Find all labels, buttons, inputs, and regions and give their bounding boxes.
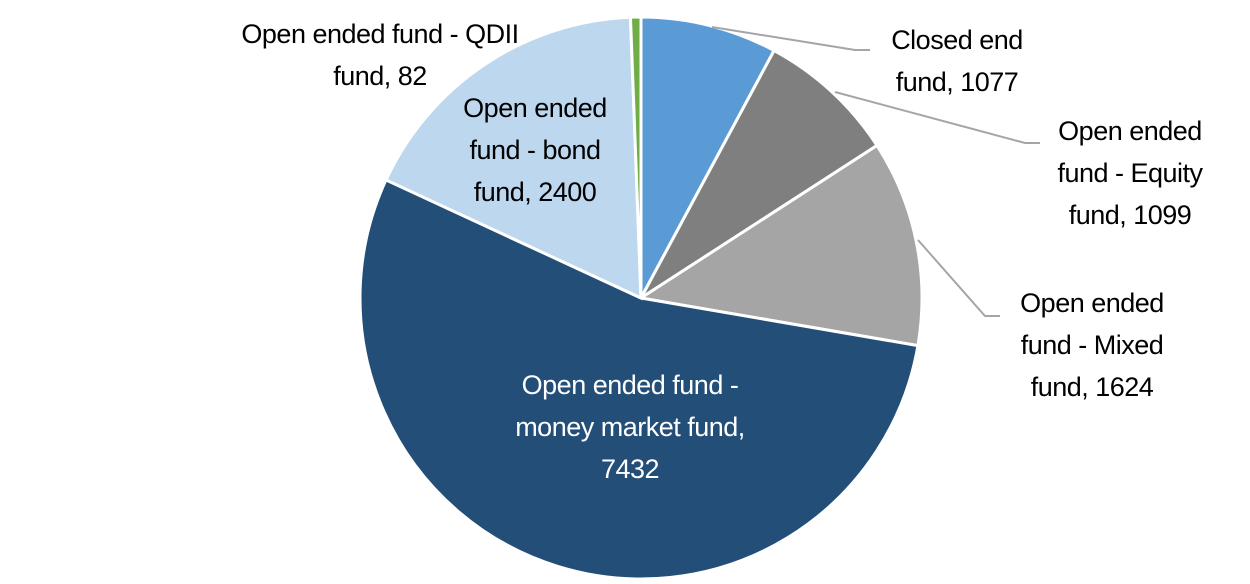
label-line: fund, 82 <box>333 61 427 91</box>
label-line: Closed end <box>891 25 1023 55</box>
pie-slice <box>628 15 643 299</box>
data-label: Open ended fund - money market fund, 7432 <box>515 370 745 484</box>
data-label: Closed end fund, 1077 <box>891 25 1023 97</box>
label-line: fund, 2400 <box>474 177 597 207</box>
pie-slice <box>358 177 920 581</box>
leader-line <box>711 26 870 51</box>
label-line: Open ended fund - QDII <box>241 19 518 49</box>
label-line: money market fund, <box>515 412 745 442</box>
label-line: fund, 1099 <box>1069 200 1192 230</box>
label-line: fund - Mixed <box>1021 330 1164 360</box>
label-line: Open ended <box>1058 116 1202 146</box>
data-label: Open ended fund - bond fund, 2400 <box>463 93 607 207</box>
label-line: Open ended <box>1020 288 1164 318</box>
label-line: 7432 <box>601 454 659 484</box>
label-line: fund, 1077 <box>896 67 1019 97</box>
label-line: Open ended fund - <box>522 370 739 400</box>
pie-slice <box>639 15 777 299</box>
data-label: Open ended fund - QDII fund, 82 <box>241 19 518 91</box>
label-line: fund - bond <box>469 135 600 165</box>
label-line: fund - Equity <box>1057 158 1203 188</box>
label-line: Open ended <box>463 93 607 123</box>
data-label: Open ended fund - Equity fund, 1099 <box>1057 116 1203 230</box>
pie-slice <box>384 15 643 301</box>
leader-line <box>917 239 1000 317</box>
pie-slice <box>636 143 924 348</box>
label-line: fund, 1624 <box>1031 372 1154 402</box>
data-label: Open ended fund - Mixed fund, 1624 <box>1020 288 1164 402</box>
pie-slice <box>639 48 880 300</box>
leader-line <box>834 91 1040 144</box>
